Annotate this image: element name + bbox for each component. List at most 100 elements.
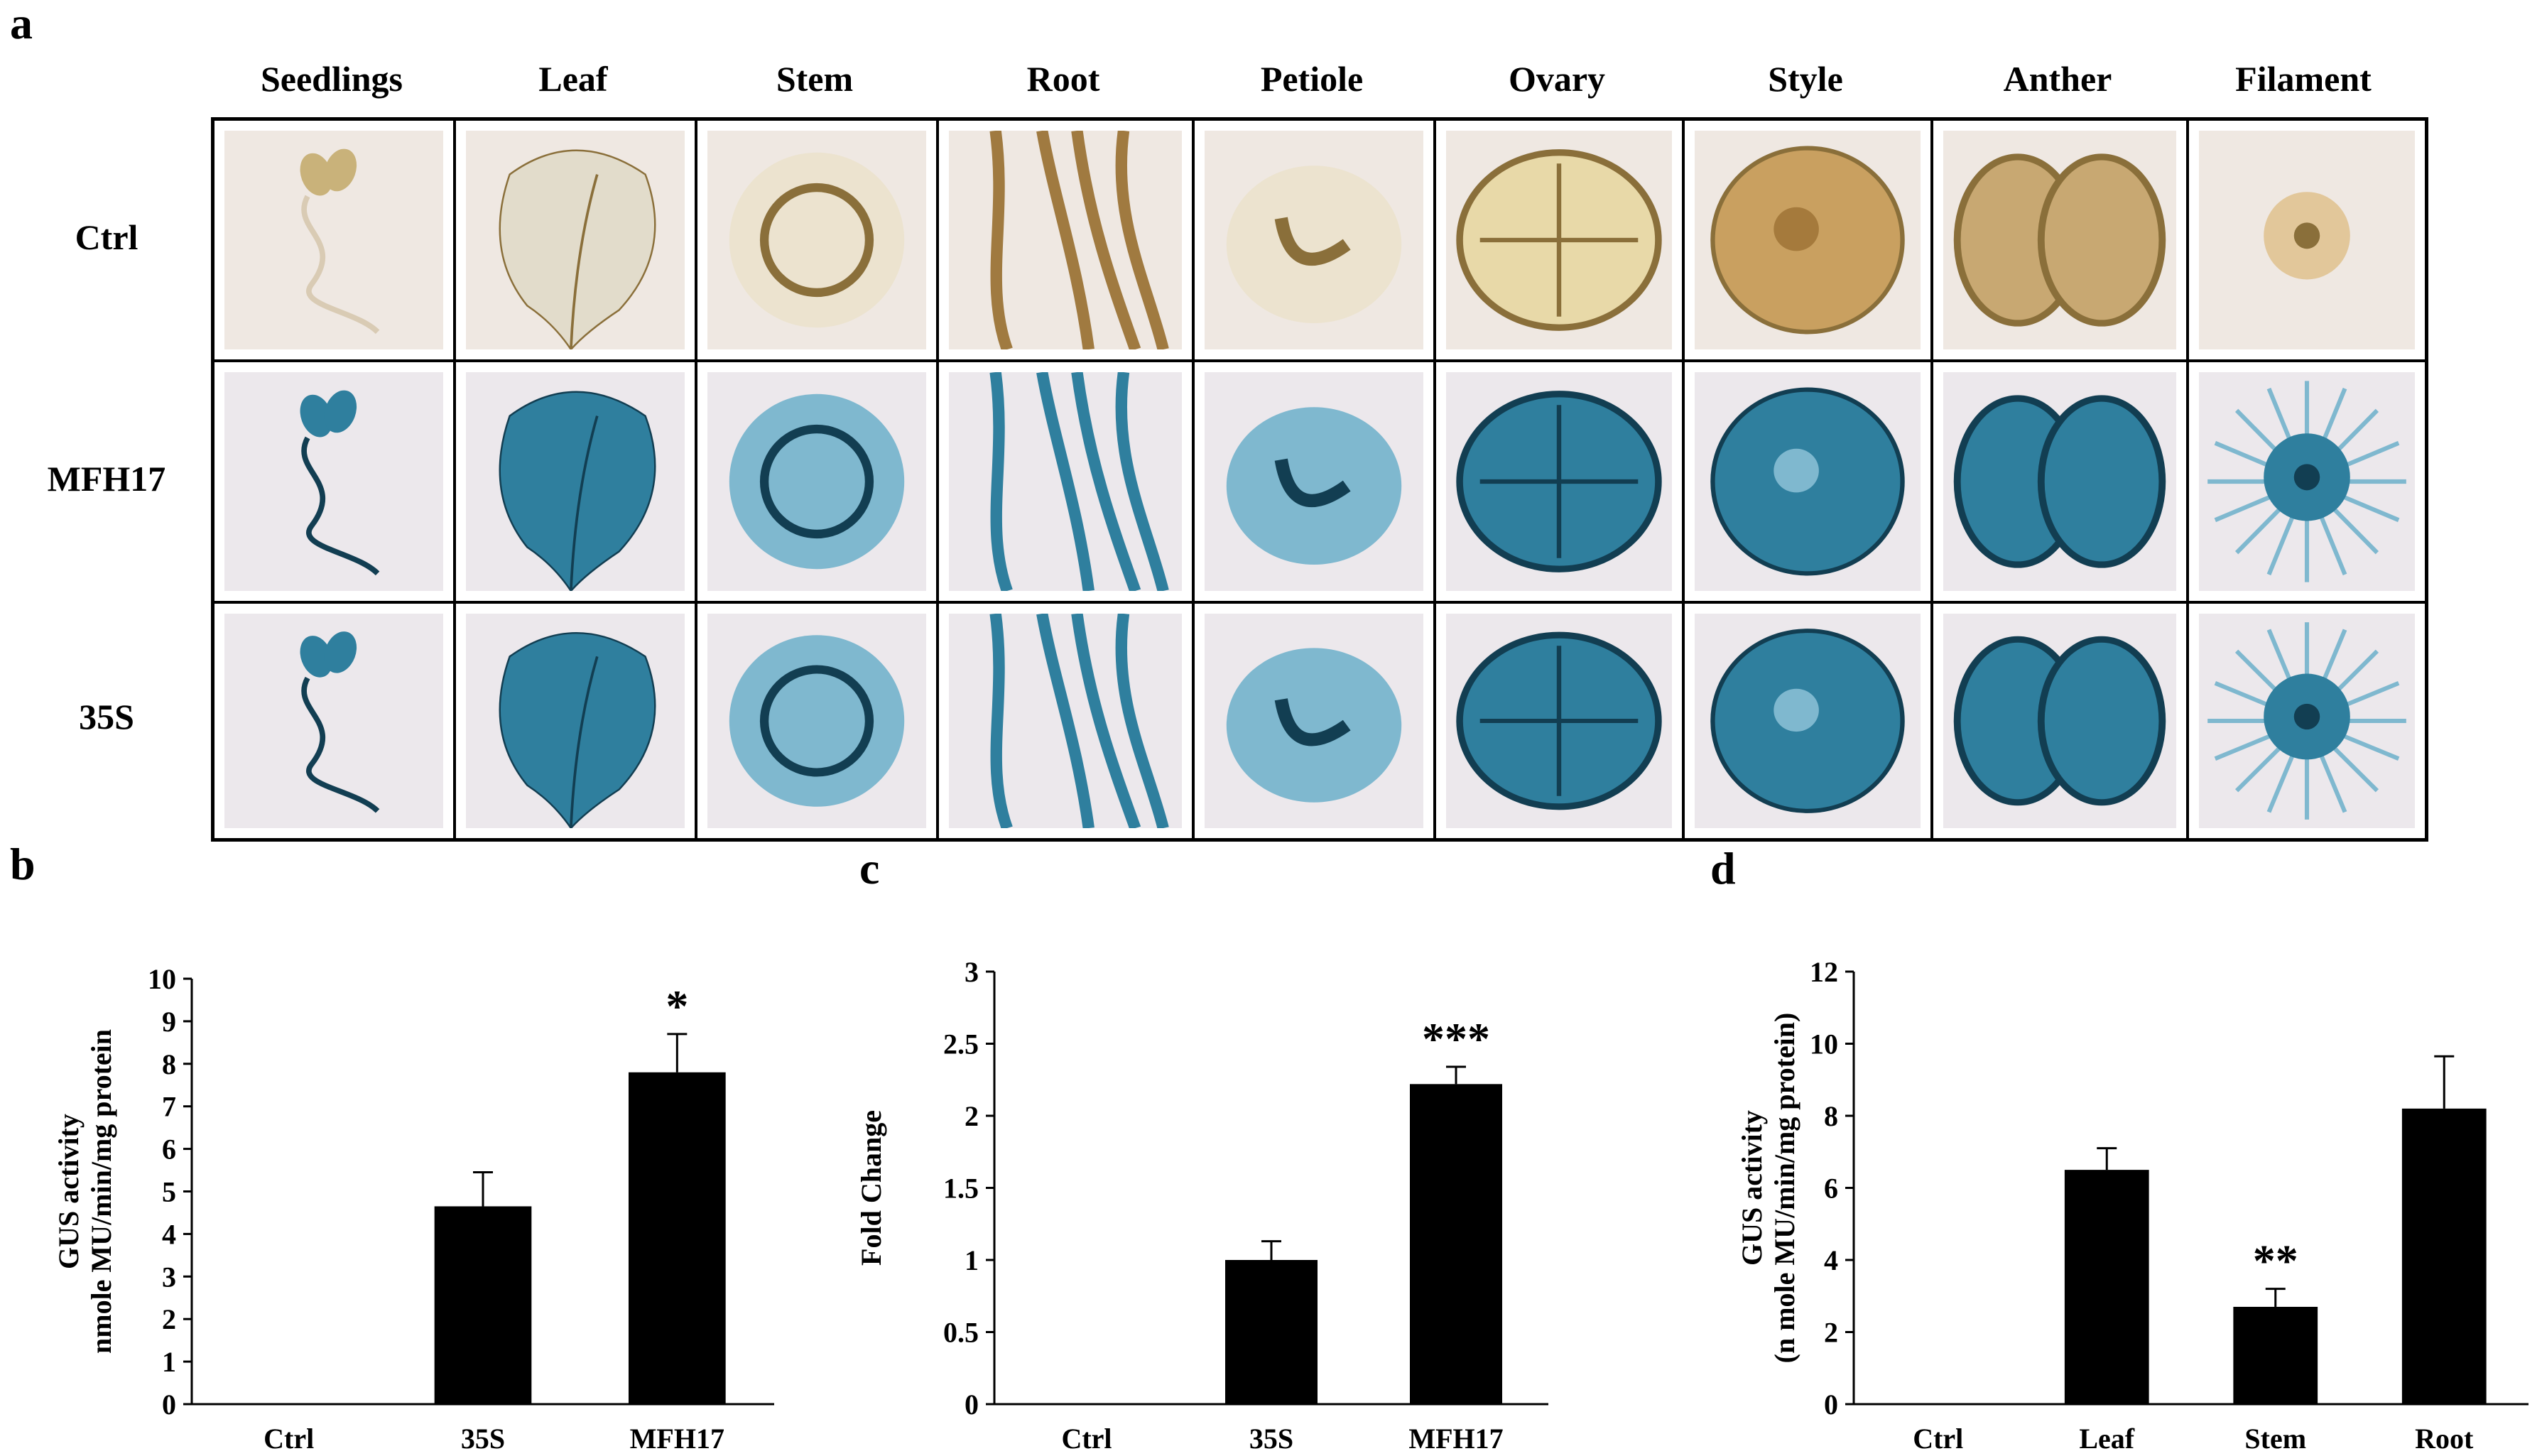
panel-c-chart: c 0 0.5 1 1.5 2 2.5 3 Fold Change Ctrl 35S *** MFH1… <box>838 843 1619 1456</box>
tissue-image-cell <box>1933 121 2189 362</box>
y-tick-label: 2.5 <box>943 1028 979 1060</box>
tissue-image-cell <box>1195 604 1436 838</box>
tissue-photo <box>224 614 443 828</box>
tissue-shape <box>989 131 1169 349</box>
tissue-shape <box>499 632 656 828</box>
y-tick-label: 1 <box>965 1244 979 1276</box>
tissue-photo <box>224 372 443 591</box>
panel-b-chart: b 0 1 2 3 4 5 6 7 8 9 10 GUS activity nmole MU/min/m… <box>0 839 817 1456</box>
tissue-shape <box>1456 631 1662 810</box>
y-tick-label: 8 <box>162 1048 176 1080</box>
tissue-photo <box>707 131 926 349</box>
significance-marker: * <box>666 981 688 1031</box>
tissue-image-cell <box>1195 362 1436 604</box>
tissue-photo <box>949 131 1182 349</box>
tissue-photo <box>224 131 443 349</box>
column-label: Anther <box>2003 59 2112 99</box>
row-label: MFH17 <box>47 459 166 499</box>
column-label: Root <box>1026 59 1100 99</box>
tissue-photo <box>466 372 685 591</box>
tissue-photo <box>707 372 926 591</box>
column-label: Leaf <box>538 59 608 99</box>
column-label: Seedlings <box>260 59 403 99</box>
tissue-shape <box>2264 192 2350 280</box>
tissue-image-cell <box>1195 121 1436 362</box>
tissue-image-cell <box>939 362 1195 604</box>
tissue-shape <box>300 148 380 335</box>
tissue-image-cell <box>456 362 697 604</box>
tissue-shape <box>2207 381 2406 582</box>
tissue-shape <box>1226 407 1402 565</box>
tissue-image-cell <box>1436 362 1685 604</box>
y-tick-label: 3 <box>965 956 979 988</box>
panel-letter-b: b <box>10 839 36 889</box>
significance-marker: *** <box>1422 1014 1490 1064</box>
tissue-image-cell <box>456 604 697 838</box>
tissue-shape <box>499 149 656 349</box>
x-tick-label: 35S <box>461 1423 505 1455</box>
tissue-photo <box>1695 614 1921 828</box>
tissue-shape <box>1226 165 1402 324</box>
y-tick-label: 8 <box>1824 1100 1838 1132</box>
column-label: Stem <box>776 59 854 99</box>
fold-change-chart-c: 0 0.5 1 1.5 2 2.5 3 Fold Change Ctrl 35S *** MFH17 <box>855 956 1548 1455</box>
tissue-image-cell <box>2189 121 2425 362</box>
tissue-shape <box>1953 153 2166 327</box>
tissue-image-cell <box>697 604 939 838</box>
x-tick-label: Root <box>2415 1423 2474 1455</box>
bar <box>1225 1260 1318 1404</box>
significance-marker: ** <box>2253 1236 2298 1286</box>
x-tick-label: MFH17 <box>630 1423 724 1455</box>
tissue-photo <box>1446 614 1672 828</box>
tissue-photo <box>466 131 685 349</box>
y-tick-label: 1.5 <box>943 1173 979 1205</box>
tissue-image-cell <box>939 121 1195 362</box>
tissue-shape <box>499 391 656 591</box>
x-tick-label: Stem <box>2244 1423 2306 1455</box>
bar <box>2401 1108 2487 1404</box>
tissue-shape <box>300 631 380 813</box>
tissue-shape <box>1710 146 1905 335</box>
panel-letter-c: c <box>859 843 880 893</box>
tissue-image-cell <box>1933 604 2189 838</box>
tissue-shape <box>989 614 1169 828</box>
x-tick-label: Ctrl <box>1061 1423 1112 1455</box>
gus-activity-tissue-chart-d: 0 2 4 6 8 10 12 GUS activity (n mole MU/min/mg p… <box>1736 956 2529 1455</box>
tissue-photo <box>1695 372 1921 591</box>
y-tick-label: 2 <box>1824 1317 1838 1349</box>
y-tick-label: 3 <box>162 1261 176 1293</box>
tissue-shape <box>729 152 905 328</box>
bar <box>2233 1306 2318 1404</box>
tissue-shape <box>1953 636 2166 806</box>
y-tick-label: 6 <box>162 1134 176 1166</box>
tissue-image-cell <box>939 604 1195 838</box>
y-tick-label: 0 <box>1824 1389 1838 1420</box>
tissue-image-cell <box>697 362 939 604</box>
y-tick-label: 9 <box>162 1006 176 1038</box>
tissue-photo <box>1205 131 1423 349</box>
tissue-photo <box>707 614 926 828</box>
y-tick-label: 1 <box>162 1346 176 1378</box>
column-label: Style <box>1768 59 1843 99</box>
tissue-image-cell <box>214 121 456 362</box>
y-tick-label: 6 <box>1824 1173 1838 1205</box>
tissue-photo <box>1943 372 2176 591</box>
y-axis-label: GUS activity <box>1736 1110 1768 1266</box>
y-axis-label: GUS activity <box>53 1114 85 1269</box>
row-label: Ctrl <box>75 217 138 257</box>
tissue-image-grid <box>211 117 2428 842</box>
tissue-image-cell <box>1436 121 1685 362</box>
tissue-shape <box>729 393 905 570</box>
tissue-shape <box>1456 391 1662 572</box>
y-tick-label: 10 <box>1810 1028 1838 1060</box>
y-tick-label: 4 <box>162 1218 176 1250</box>
y-axis-label: Fold Change <box>855 1110 887 1266</box>
tissue-photo <box>949 372 1182 591</box>
column-label: Ovary <box>1508 59 1606 99</box>
y-tick-label: 2 <box>162 1303 176 1335</box>
tissue-shape <box>1953 395 2166 568</box>
tissue-shape <box>729 635 905 807</box>
y-tick-label: 4 <box>1824 1244 1838 1276</box>
bar <box>434 1206 532 1404</box>
tissue-photo <box>1446 372 1672 591</box>
